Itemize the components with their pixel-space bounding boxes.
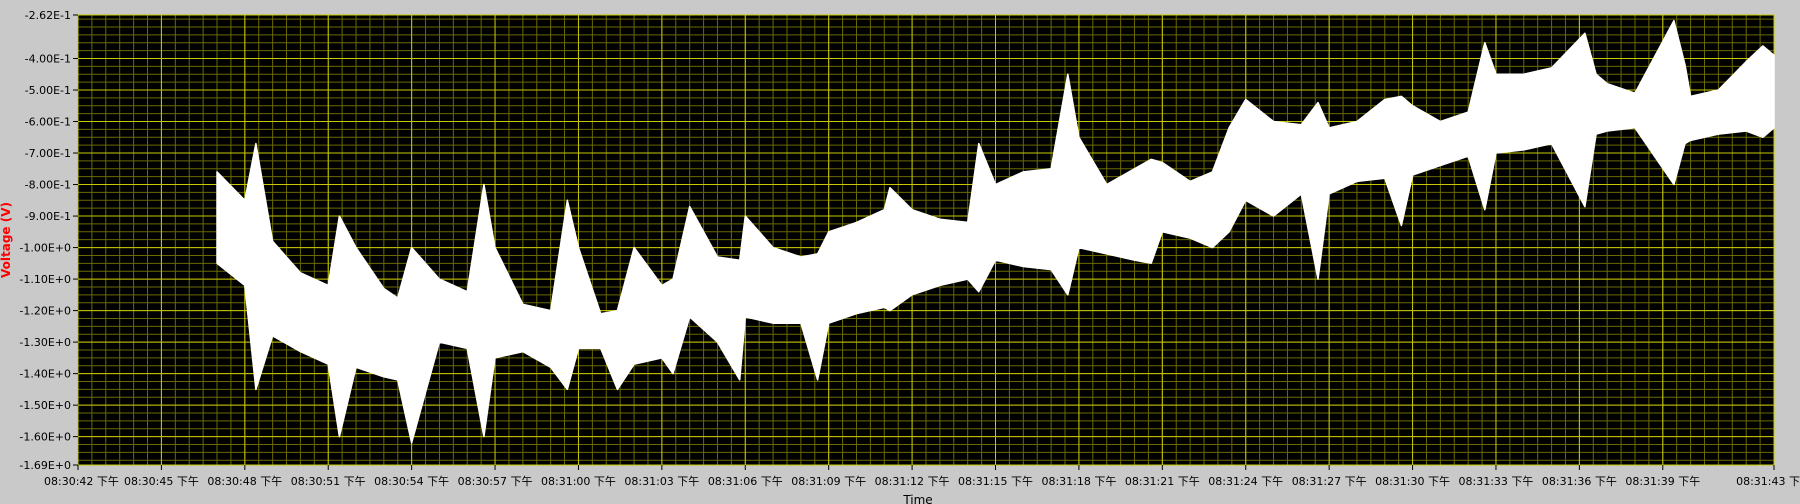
- x-tick-label: 08:31:18 下午: [1041, 475, 1116, 488]
- x-tick-label: 08:30:54 下午: [374, 475, 449, 488]
- x-tick-label: 08:31:12 下午: [875, 475, 950, 488]
- y-tick-label: -1.69E+0: [19, 459, 71, 472]
- x-tick-label: 08:31:00 下午: [541, 475, 616, 488]
- x-tick-label: 08:30:57 下午: [458, 475, 533, 488]
- voltage-trace: [216, 19, 1775, 444]
- y-tick-label: -1.10E+0: [19, 273, 71, 286]
- y-tick-label: -1.50E+0: [19, 399, 71, 412]
- y-tick-label: -6.00E-1: [25, 116, 71, 129]
- x-axis-label: Time: [902, 493, 932, 504]
- x-tick-label: 08:30:45 下午: [124, 475, 199, 488]
- x-tick-label: 08:30:42 下午: [44, 475, 119, 488]
- y-tick-label: -1.60E+0: [19, 431, 71, 444]
- x-tick-label: 08:31:43 下: [1736, 475, 1800, 488]
- x-tick-label: 08:31:36 下午: [1542, 475, 1617, 488]
- x-tick-label: 08:30:48 下午: [207, 475, 282, 488]
- y-tick-label: -8.00E-1: [25, 179, 71, 192]
- y-tick-label: -1.40E+0: [19, 368, 71, 381]
- x-tick-label: 08:31:06 下午: [708, 475, 783, 488]
- x-tick-label: 08:31:21 下午: [1125, 475, 1200, 488]
- y-tick-label: -5.00E-1: [25, 84, 71, 97]
- x-tick-label: 08:31:27 下午: [1292, 475, 1367, 488]
- y-tick-label: -2.62E-1: [25, 9, 71, 22]
- x-tick-label: 08:31:39 下午: [1625, 475, 1700, 488]
- x-tick-label: 08:31:15 下午: [958, 475, 1033, 488]
- x-tick-label: 08:31:03 下午: [624, 475, 699, 488]
- x-tick-label: 08:31:33 下午: [1459, 475, 1534, 488]
- y-tick-label: -1.00E+0: [19, 242, 71, 255]
- voltage-envelope: [216, 19, 1775, 444]
- x-tick-label: 08:31:09 下午: [791, 475, 866, 488]
- y-axis-ticks: -2.62E-1 -4.00E-1 -5.00E-1 -6.00E-1 -7.00E-1…: [19, 9, 78, 472]
- y-tick-label: -9.00E-1: [25, 210, 71, 223]
- x-axis-ticks: 08:30:42 下午 08:30:45 下午 08:30:48 下午 08:30:5…: [44, 465, 1800, 488]
- y-tick-label: -1.30E+0: [19, 336, 71, 349]
- y-tick-label: -7.00E-1: [25, 147, 71, 160]
- y-tick-label: -4.00E-1: [25, 52, 71, 65]
- x-tick-label: 08:31:30 下午: [1375, 475, 1450, 488]
- y-tick-label: -1.20E+0: [19, 305, 71, 318]
- x-tick-label: 08:31:24 下午: [1208, 475, 1283, 488]
- y-axis-label: Voltage (V): [0, 202, 13, 278]
- x-tick-label: 08:30:51 下午: [291, 475, 366, 488]
